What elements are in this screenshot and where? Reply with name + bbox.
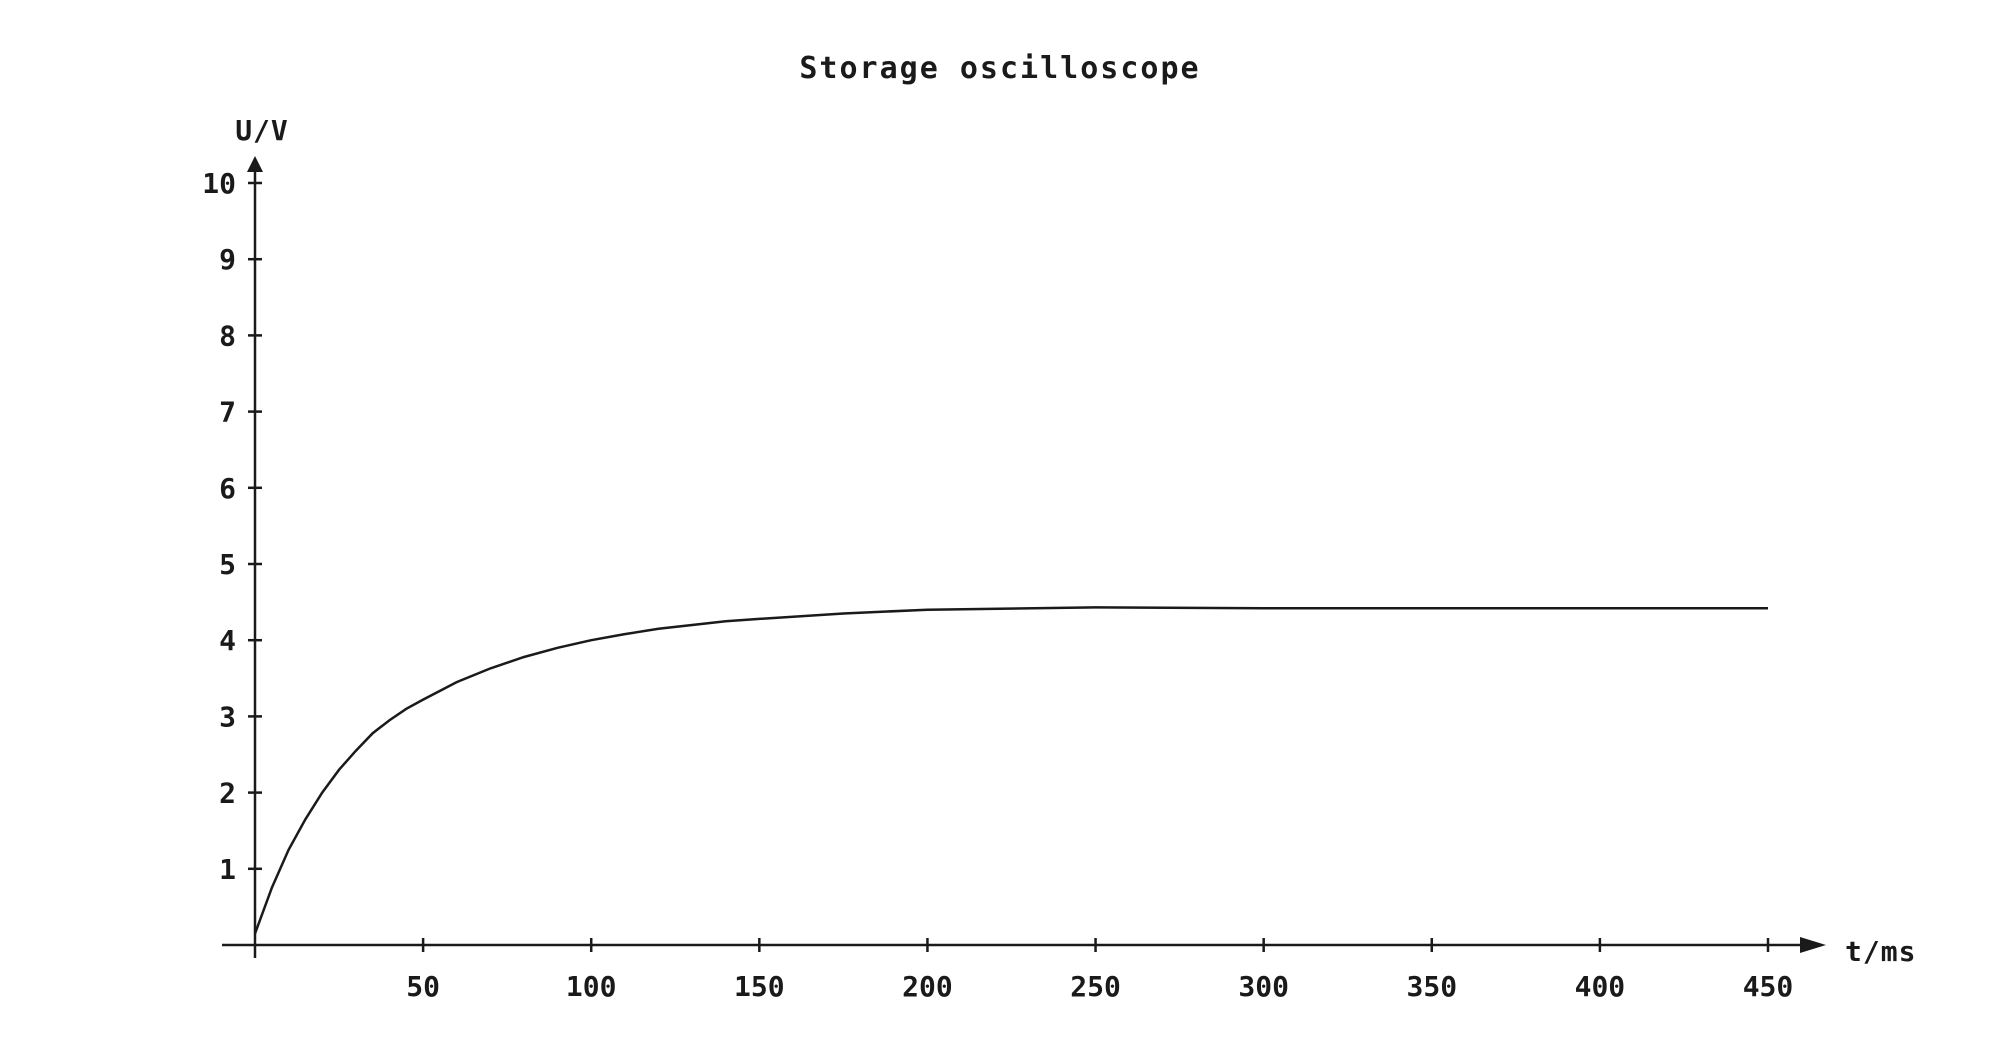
- y-tick-label: 7: [219, 396, 236, 429]
- x-tick-label: 250: [1070, 970, 1121, 1003]
- y-tick-label: 2: [219, 777, 236, 810]
- x-tick-label: 450: [1743, 970, 1794, 1003]
- y-tick-label: 9: [219, 243, 236, 276]
- ticks: 50 100 150 200 250 300 350 400 450 1 2 3 4 5 6 7 8 9 10: [202, 167, 1793, 1003]
- series-line: [253, 606, 1768, 935]
- chart-title: Storage oscilloscope: [799, 51, 1200, 86]
- y-tick-label: 1: [219, 853, 236, 886]
- x-tick-label: 50: [406, 970, 440, 1003]
- y-tick-label: 8: [219, 319, 236, 352]
- y-tick-label: 10: [202, 167, 236, 200]
- series: [253, 606, 1768, 935]
- x-tick-label: 150: [734, 970, 785, 1003]
- x-tick-label: 400: [1575, 970, 1626, 1003]
- x-tick-label: 300: [1238, 970, 1289, 1003]
- x-axis-arrow: [1800, 937, 1826, 953]
- y-tick-label: 6: [219, 472, 236, 505]
- y-tick-label: 5: [219, 548, 236, 581]
- y-axis-label: U/V: [235, 114, 289, 147]
- y-axis-arrow: [247, 156, 263, 172]
- y-tick-label: 4: [219, 624, 236, 657]
- axes: [222, 156, 1826, 958]
- x-tick-label: 200: [902, 970, 953, 1003]
- x-axis-label: t/ms: [1845, 935, 1916, 968]
- x-tick-label: 100: [566, 970, 617, 1003]
- y-tick-label: 3: [219, 700, 236, 733]
- x-tick-label: 350: [1406, 970, 1457, 1003]
